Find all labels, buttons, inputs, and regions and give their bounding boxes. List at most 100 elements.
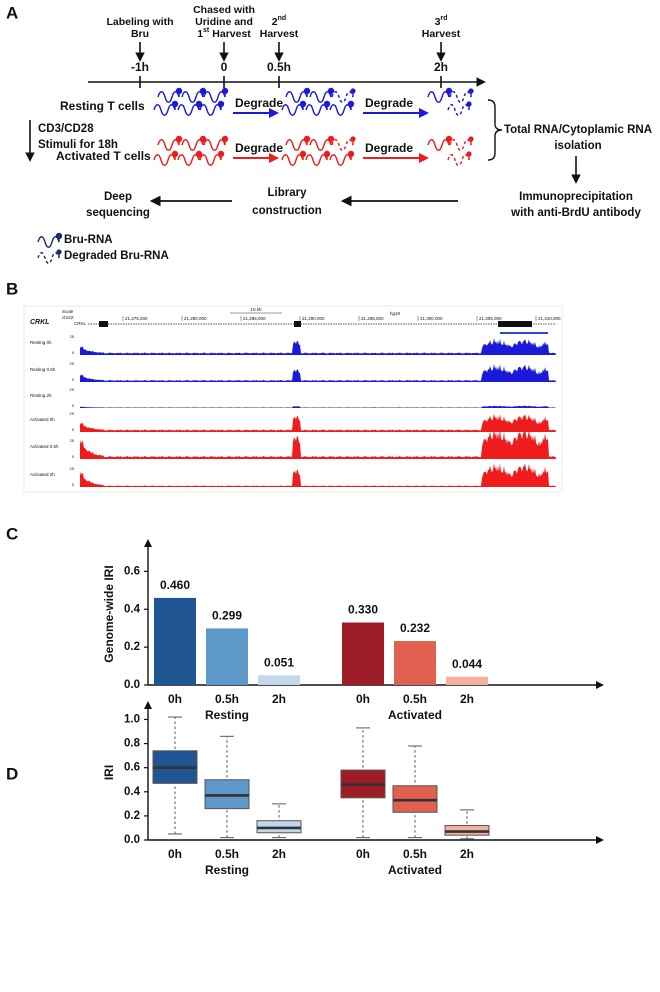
timepoint-label: 2nd xyxy=(272,15,286,28)
isolation-label: Total RNA/Cytoplamic RNA xyxy=(504,124,652,136)
rna-icon xyxy=(203,87,229,103)
track-scale: 25 xyxy=(70,438,75,443)
track-label: Activated 2h xyxy=(30,472,55,477)
x-tick-label: 0.5h xyxy=(215,847,239,861)
rna-icon xyxy=(281,100,307,116)
rna-icon xyxy=(309,135,335,151)
exon xyxy=(498,321,532,327)
track-scale: 25 xyxy=(70,411,75,416)
rna-bru xyxy=(323,100,331,108)
group-label: Resting xyxy=(205,708,249,722)
rna-strand xyxy=(37,236,60,248)
rna-bru xyxy=(55,232,63,240)
track-scale: 25 xyxy=(70,334,75,339)
y-tick-label: 0.2 xyxy=(124,810,140,822)
rna-bru xyxy=(221,135,229,143)
group-label: Activated xyxy=(388,708,442,722)
rna-bru xyxy=(217,150,225,158)
rna-strand xyxy=(157,91,180,103)
rna-strand xyxy=(157,139,180,151)
coordinate-label: 21,285,000 xyxy=(243,316,266,321)
value-label: 0.044 xyxy=(452,657,482,671)
label-part: Labeling with xyxy=(106,16,173,28)
bar xyxy=(154,597,196,685)
rna-strand xyxy=(329,154,352,166)
x-tick-label: 0h xyxy=(168,692,182,706)
rna-bru xyxy=(195,100,203,108)
label-part: 1 xyxy=(197,28,203,40)
rna-strand xyxy=(153,104,176,116)
rna-strand xyxy=(447,104,470,116)
rna-strand xyxy=(281,104,304,116)
coordinate-label: 21,280,000 xyxy=(184,316,207,321)
coordinate-label: 21,300,000 xyxy=(420,316,443,321)
scale-label: Scale xyxy=(62,309,74,314)
legend-label: Bru-RNA xyxy=(64,234,113,246)
rna-icon xyxy=(309,87,335,103)
y-tick-label: 0.0 xyxy=(124,679,140,691)
stimulus-label: Stimuli for 18h xyxy=(38,139,118,151)
rna-strand xyxy=(199,154,222,166)
rna-icon xyxy=(157,135,183,151)
rna-bru xyxy=(195,150,203,158)
coverage-track xyxy=(80,363,556,382)
rna-icon xyxy=(305,150,331,166)
x-tick-label: 0h xyxy=(168,847,182,861)
rna-bru xyxy=(217,100,225,108)
ip-label: Immunoprecipitation xyxy=(519,191,633,203)
library-label: Library xyxy=(268,187,308,199)
rna-icon xyxy=(157,87,183,103)
track-label: Resting 0h xyxy=(30,340,52,345)
y-tick-label: 0.8 xyxy=(124,738,141,750)
rna-icon xyxy=(199,100,225,116)
exon xyxy=(99,321,108,327)
y-axis-title: IRI xyxy=(102,765,116,780)
value-label: 0.460 xyxy=(160,578,190,592)
timepoint-label: Bru xyxy=(131,28,149,40)
x-tick-label: 0.5h xyxy=(403,847,427,861)
axis-arrow xyxy=(596,681,604,689)
gene-model-label: CRKL xyxy=(74,321,87,326)
axis-arrow xyxy=(596,836,604,844)
rna-bru xyxy=(323,150,331,158)
rna-strand xyxy=(449,91,472,103)
value-label: 0.051 xyxy=(264,656,294,670)
rna-bru xyxy=(350,88,356,94)
timepoint-label: Harvest xyxy=(422,28,461,40)
time-label: 0 xyxy=(221,60,228,74)
legend-label: Degraded Bru-RNA xyxy=(64,250,169,262)
bar xyxy=(394,641,436,685)
axis-arrow xyxy=(144,701,152,709)
x-tick-label: 2h xyxy=(272,692,286,706)
rna-strand xyxy=(177,154,200,166)
rna-bru xyxy=(466,151,472,157)
group-label: Resting xyxy=(205,863,249,877)
rna-bru xyxy=(175,87,183,95)
track-scale: 0 xyxy=(72,403,75,408)
track-label: Resting 2h xyxy=(30,393,52,398)
rna-icon xyxy=(153,100,179,116)
track-label: Activated 0.5h xyxy=(30,444,59,449)
degrade-label: Degrade xyxy=(365,96,413,110)
rna-icon xyxy=(447,151,472,166)
rna-strand xyxy=(203,91,226,103)
x-tick-label: 2h xyxy=(460,847,474,861)
rna-icon xyxy=(285,87,311,103)
x-tick-label: 0.5h xyxy=(403,692,427,706)
coordinate-label: 21,310,000 xyxy=(538,316,561,321)
y-tick-label: 0.0 xyxy=(124,834,140,846)
rna-bru xyxy=(445,87,453,95)
rna-icon xyxy=(177,150,203,166)
degrade-label: Degrade xyxy=(235,96,283,110)
browser-frame xyxy=(23,305,563,493)
superscript: nd xyxy=(278,15,287,22)
superscript: rd xyxy=(440,15,447,22)
label-part: Harvest xyxy=(422,28,461,40)
rna-bru xyxy=(347,100,355,108)
rna-bru xyxy=(468,88,474,94)
coordinate-label: 21,295,000 xyxy=(361,316,384,321)
track-scale: 0 xyxy=(72,377,75,382)
rna-strand xyxy=(427,139,450,151)
track-scale: 25 xyxy=(70,466,75,471)
